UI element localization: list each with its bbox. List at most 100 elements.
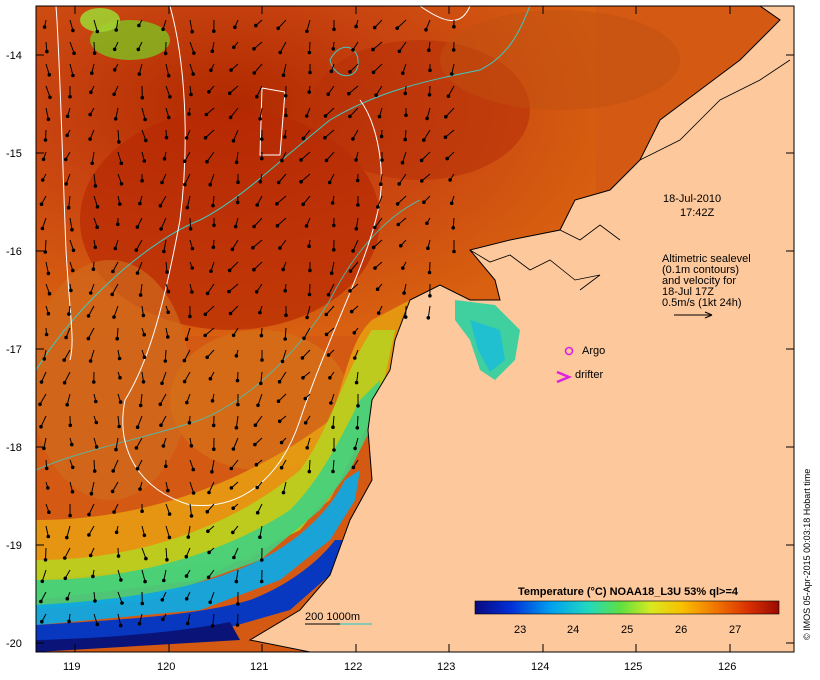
velocity-arrow-head <box>376 205 380 209</box>
velocity-arrow-head <box>191 491 196 495</box>
velocity-arrow <box>350 261 359 272</box>
velocity-arrow-head <box>399 243 403 248</box>
velocity-arrow-head <box>277 380 282 384</box>
velocity-arrow-head <box>278 50 283 55</box>
velocity-arrow-head <box>324 312 329 317</box>
velocity-arrow-head <box>65 535 69 540</box>
velocity-arrow-head <box>212 223 216 228</box>
velocity-arrow-head <box>326 292 331 297</box>
velocity-arrow-head <box>259 381 263 386</box>
velocity-arrow <box>40 415 47 427</box>
velocity-arrow-head <box>254 290 259 294</box>
velocity-arrow-head <box>234 579 239 584</box>
lat-tick: -19 <box>6 540 22 552</box>
velocity-arrow-head <box>119 578 123 582</box>
velocity-arrow-head <box>182 358 187 363</box>
velocity-arrow-head <box>255 485 260 490</box>
velocity-arrow <box>165 63 170 76</box>
velocity-arrow-head <box>305 29 309 34</box>
velocity-arrow <box>41 569 47 582</box>
velocity-arrow-head <box>118 375 122 380</box>
velocity-arrow-head <box>135 225 140 229</box>
velocity-arrow-head <box>373 225 377 230</box>
velocity-arrow-head <box>114 447 118 452</box>
velocity-arrow-head <box>142 355 147 360</box>
velocity-arrow-head <box>374 93 378 97</box>
velocity-arrow <box>332 415 335 428</box>
velocity-arrow-head <box>88 112 92 117</box>
lat-tick: -15 <box>6 148 22 160</box>
velocity-arrow-head <box>47 510 51 515</box>
velocity-arrow-head <box>65 402 69 407</box>
velocity-arrow <box>187 525 191 538</box>
velocity-arrow-head <box>307 292 312 297</box>
velocity-arrow <box>398 173 407 185</box>
velocity-arrow-head <box>205 355 209 360</box>
velocity-arrow-head <box>209 68 213 72</box>
velocity-arrow-head <box>332 448 336 452</box>
velocity-arrow-field <box>38 19 456 628</box>
velocity-arrow <box>69 63 74 76</box>
velocity-arrow-head <box>190 246 195 251</box>
velocity-arrow-head <box>422 200 426 204</box>
velocity-arrow <box>325 305 335 315</box>
velocity-arrow <box>356 415 359 428</box>
velocity-arrow-head <box>93 184 98 188</box>
velocity-arrow <box>325 107 335 117</box>
velocity-arrow-head <box>372 25 377 30</box>
velocity-arrow <box>117 613 122 626</box>
velocity-arrow-head <box>165 558 169 562</box>
land-mass <box>250 6 794 652</box>
velocity-arrow <box>141 107 146 120</box>
velocity-arrow-head <box>207 90 211 94</box>
velocity-arrow-head <box>234 425 239 430</box>
velocity-arrow-head <box>119 161 124 166</box>
velocity-arrow-head <box>254 94 259 99</box>
velocity-arrow-head <box>47 73 52 77</box>
velocity-arrow-head <box>428 68 432 73</box>
velocity-arrow <box>68 195 71 208</box>
velocity-arrow-head <box>203 333 207 338</box>
velocity-arrow-head <box>143 579 147 584</box>
velocity-arrow-head <box>39 599 43 604</box>
velocity-arrow-head <box>140 601 145 606</box>
legend-line: Altimetric sealevel <box>662 253 751 265</box>
velocity-arrow <box>189 481 195 494</box>
velocity-arrow-head <box>308 268 312 273</box>
velocity-arrow <box>66 525 71 538</box>
velocity-arrow-head <box>299 180 303 184</box>
velocity-arrow-head <box>354 158 358 162</box>
velocity-arrow-head <box>283 288 288 293</box>
velocity-arrow-head <box>204 112 209 117</box>
velocity-arrow-head <box>68 94 72 99</box>
velocity-arrow <box>163 239 167 252</box>
velocity-arrow <box>141 547 147 559</box>
velocity-arrow <box>208 481 215 493</box>
velocity-arrow-head <box>283 135 287 139</box>
velocity-arrow-head <box>112 92 116 97</box>
velocity-arrow-head <box>92 469 97 473</box>
velocity-arrow-head <box>356 404 360 408</box>
velocity-arrow-head <box>190 290 194 294</box>
velocity-arrow <box>373 239 383 248</box>
velocity-arrow-head <box>113 117 118 121</box>
velocity-arrow <box>283 481 287 493</box>
velocity-arrow <box>45 63 50 75</box>
velocity-arrow-head <box>236 180 240 184</box>
velocity-arrow-head <box>329 401 333 405</box>
velocity-arrow-head <box>190 29 194 34</box>
velocity-arrow <box>447 85 455 97</box>
velocity-arrow-head <box>211 245 216 250</box>
velocity-arrow-head <box>301 202 306 207</box>
velocity-arrow-head <box>299 158 303 162</box>
velocity-arrow-head <box>40 619 44 624</box>
velocity-arrow-head <box>397 182 402 186</box>
velocity-arrow-head <box>182 159 187 163</box>
velocity-arrow-head <box>332 27 336 32</box>
velocity-arrow-head <box>68 423 73 428</box>
velocity-arrow-head <box>351 48 355 52</box>
velocity-arrow <box>112 481 119 492</box>
velocity-arrow <box>45 547 47 560</box>
velocity-arrow-head <box>375 287 380 292</box>
velocity-arrow <box>45 107 49 120</box>
